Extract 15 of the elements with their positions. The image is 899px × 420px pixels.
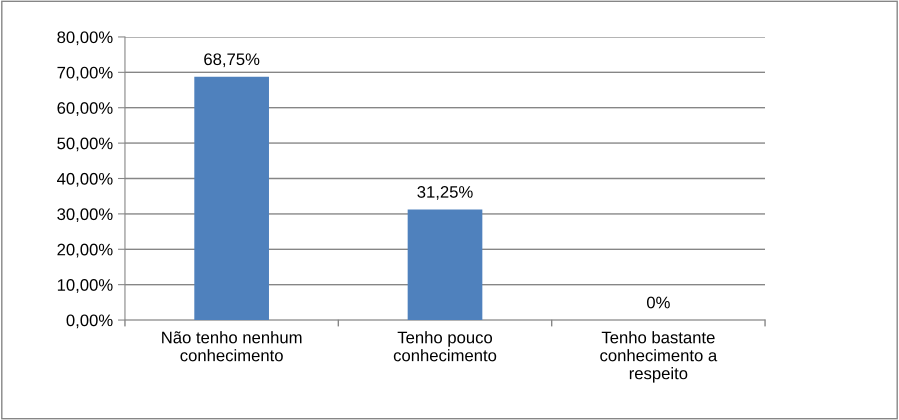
y-tick-label: 40,00% — [57, 172, 113, 187]
y-tick-label: 70,00% — [57, 66, 113, 81]
y-tick-label: 60,00% — [57, 102, 113, 116]
data-label: 68,75% — [204, 53, 260, 68]
x-tick-label: Não tenho nenhum conhecimento — [162, 331, 302, 362]
y-tick-label: 10,00% — [58, 279, 113, 293]
data-label: 31,25% — [417, 186, 473, 200]
y-tick-label: 20,00% — [57, 244, 113, 258]
y-tick-label: 30,00% — [57, 208, 113, 222]
y-tick-label: 0,00% — [66, 314, 113, 328]
y-tick-label: 50,00% — [57, 138, 113, 152]
data-label: 0% — [646, 296, 670, 308]
x-tick-label: Tenho pouco conhecimento — [394, 331, 496, 362]
y-tick-label: 80,00% — [57, 31, 113, 46]
x-tick-label: Tenho bastante conhecimento a respeito — [600, 331, 718, 383]
